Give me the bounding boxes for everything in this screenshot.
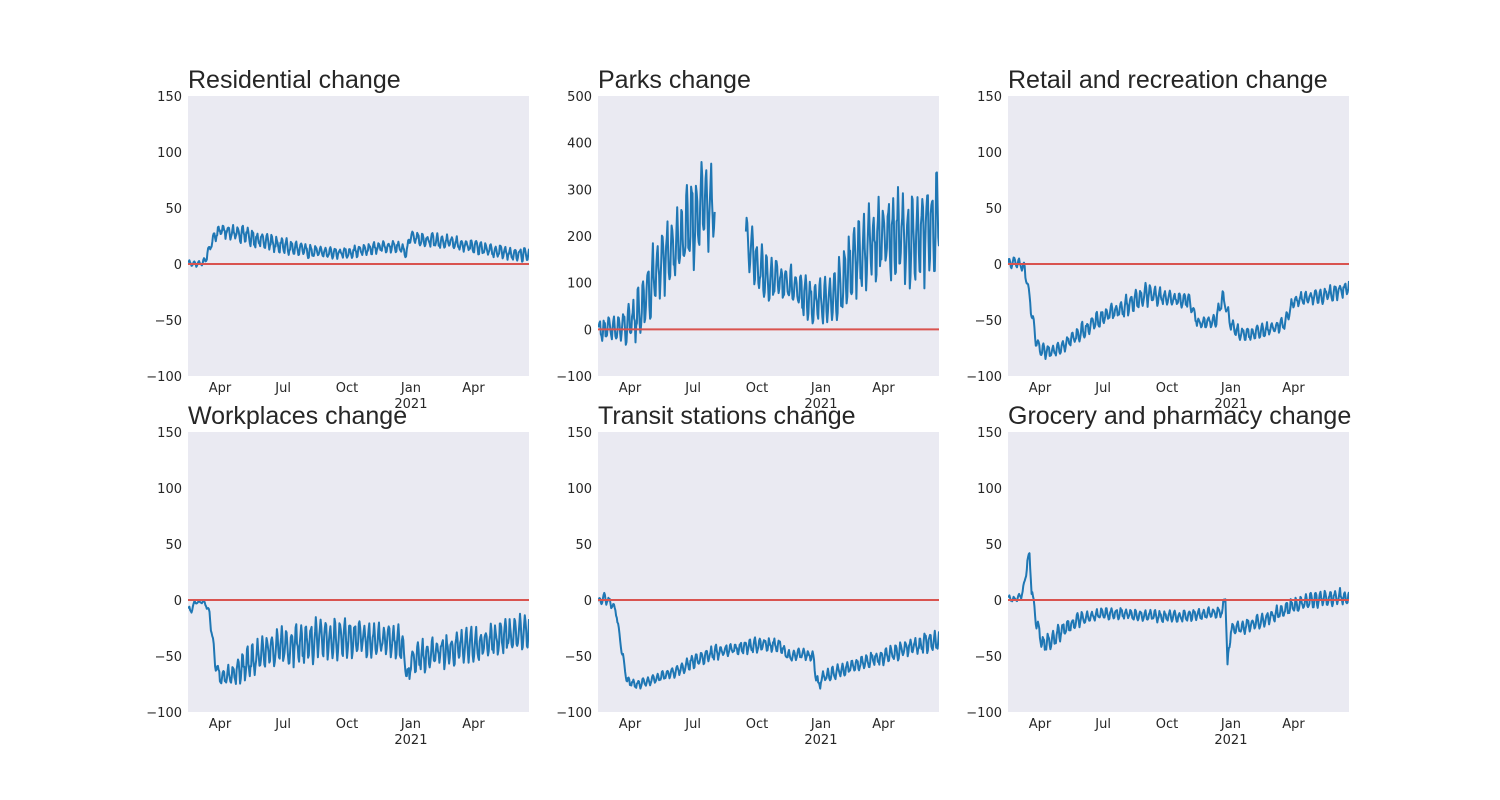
subplot-title: Retail and recreation change [1008, 66, 1328, 94]
x-tick-label: Jan [1220, 717, 1241, 732]
y-tick-label: 0 [584, 323, 592, 338]
y-tick-label: 100 [977, 146, 1002, 161]
y-tick-label: 0 [994, 258, 1002, 273]
x-tick-label: Apr [872, 717, 895, 732]
y-tick-label: 50 [985, 538, 1002, 553]
subplot-3: Retail and recreation change −100 −50 0 50 10… [966, 66, 1349, 412]
x-tick-label: Apr [1282, 381, 1305, 396]
y-tick-label: 0 [994, 594, 1002, 609]
subplot-4: Workplaces change −100 −50 0 50 100 150 Apr Jul O… [146, 402, 529, 748]
y-tick-label: 100 [977, 482, 1002, 497]
y-tick-label: 50 [165, 538, 182, 553]
plot-area [598, 432, 939, 712]
x-tick-label: Oct [336, 381, 358, 396]
subplot-title: Transit stations change [598, 402, 856, 430]
y-tick-label: 0 [174, 594, 182, 609]
y-tick-label: 400 [567, 137, 592, 152]
series-line [1008, 256, 1349, 360]
y-tick-label: −100 [966, 370, 1002, 385]
y-tick-label: −100 [146, 706, 182, 721]
y-tick-label: 100 [157, 146, 182, 161]
x-tick-year-label: 2021 [804, 397, 837, 412]
x-tick-label: Jul [1094, 717, 1111, 732]
y-tick-label: −50 [975, 314, 1002, 329]
x-tick-year-label: 2021 [1214, 733, 1247, 748]
y-tick-label: −50 [155, 314, 182, 329]
x-tick-label: Oct [746, 381, 768, 396]
x-tick-year-label: 2021 [394, 733, 427, 748]
plot-area [188, 432, 529, 712]
series-line [598, 591, 939, 690]
x-tick-label: Jan [810, 717, 831, 732]
x-tick-label: Apr [462, 381, 485, 396]
y-tick-label: 150 [567, 426, 592, 441]
x-tick-label: Apr [209, 381, 232, 396]
x-tick-label: Jul [684, 381, 701, 396]
y-tick-label: −50 [975, 650, 1002, 665]
x-tick-label: Jul [684, 717, 701, 732]
series-line [188, 600, 529, 685]
y-tick-label: −50 [565, 650, 592, 665]
x-tick-label: Jan [400, 381, 421, 396]
x-tick-year-label: 2021 [1214, 397, 1247, 412]
y-tick-label: 150 [977, 90, 1002, 105]
y-tick-label: 50 [165, 202, 182, 217]
x-tick-label: Jan [400, 717, 421, 732]
x-tick-label: Oct [1156, 717, 1178, 732]
y-tick-label: −50 [155, 650, 182, 665]
subplot-6: Grocery and pharmacy change −100 −50 0 50 100… [966, 402, 1351, 748]
x-tick-label: Jul [274, 381, 291, 396]
y-tick-label: 0 [584, 594, 592, 609]
y-tick-label: 100 [567, 277, 592, 292]
series-line [1008, 552, 1349, 666]
y-tick-label: −100 [146, 370, 182, 385]
x-tick-label: Jan [1220, 381, 1241, 396]
x-tick-label: Apr [1282, 717, 1305, 732]
x-tick-label: Jan [810, 381, 831, 396]
x-tick-label: Oct [336, 717, 358, 732]
y-tick-label: 100 [157, 482, 182, 497]
x-tick-label: Jul [274, 717, 291, 732]
x-tick-label: Apr [1029, 381, 1052, 396]
subplot-title: Residential change [188, 66, 401, 94]
y-tick-label: 500 [567, 90, 592, 105]
x-tick-year-label: 2021 [394, 397, 427, 412]
y-tick-label: −100 [966, 706, 1002, 721]
x-tick-label: Apr [619, 717, 642, 732]
y-tick-label: 150 [977, 426, 1002, 441]
subplot-title: Grocery and pharmacy change [1008, 402, 1351, 430]
y-tick-label: −100 [556, 370, 592, 385]
x-tick-label: Apr [209, 717, 232, 732]
subplot-title: Parks change [598, 66, 751, 94]
x-tick-label: Apr [1029, 717, 1052, 732]
x-tick-label: Apr [872, 381, 895, 396]
y-tick-label: 200 [567, 230, 592, 245]
y-tick-label: 50 [985, 202, 1002, 217]
x-tick-label: Apr [462, 717, 485, 732]
subplot-1: Residential change −100 −50 0 50 100 150 Apr Jul… [146, 66, 529, 412]
y-tick-label: 300 [567, 183, 592, 198]
y-tick-label: 100 [567, 482, 592, 497]
y-tick-label: 150 [157, 90, 182, 105]
series-line [188, 224, 529, 268]
x-tick-label: Oct [1156, 381, 1178, 396]
series-line [744, 171, 939, 325]
plot-area [1008, 96, 1349, 376]
x-tick-label: Oct [746, 717, 768, 732]
subplot-2: Parks change −100 0 100 200 300 400 500 Apr Jul Oc… [556, 66, 939, 412]
y-tick-label: 0 [174, 258, 182, 273]
subplot-5: Transit stations change −100 −50 0 50 100 150 A… [556, 402, 939, 748]
x-tick-label: Jul [1094, 381, 1111, 396]
y-tick-label: 150 [157, 426, 182, 441]
series-line [598, 161, 716, 346]
y-tick-label: −100 [556, 706, 592, 721]
subplot-title: Workplaces change [188, 402, 407, 430]
y-tick-label: 50 [575, 538, 592, 553]
plot-area [1008, 432, 1349, 712]
x-tick-label: Apr [619, 381, 642, 396]
x-tick-year-label: 2021 [804, 733, 837, 748]
